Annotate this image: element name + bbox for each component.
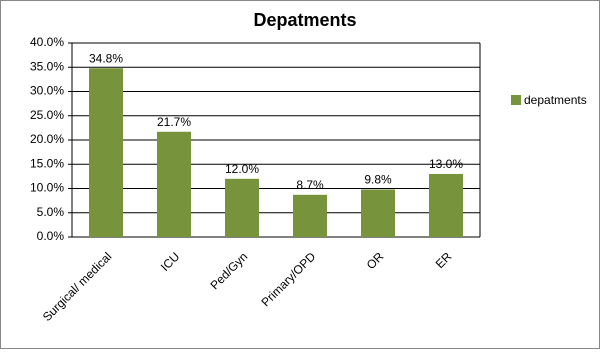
bar (361, 189, 395, 237)
value-label: 13.0% (429, 157, 463, 171)
y-tick-label: 10.0% (30, 181, 64, 195)
y-tick-label: 35.0% (30, 59, 64, 73)
value-label: 34.8% (89, 51, 123, 65)
legend-swatch (511, 95, 521, 105)
y-tick-label: 5.0% (37, 205, 65, 219)
bar (429, 173, 463, 237)
chart-title: Depatments (253, 10, 356, 30)
value-label: 9.8% (364, 173, 392, 187)
y-tick-label: 15.0% (30, 156, 64, 170)
y-tick-label: 0.0% (37, 229, 65, 243)
value-label: 12.0% (225, 162, 259, 176)
bar (225, 178, 259, 237)
y-tick-label: 40.0% (30, 35, 64, 49)
bar (157, 131, 191, 237)
y-tick-label: 30.0% (30, 84, 64, 98)
value-label: 21.7% (157, 115, 191, 129)
value-label: 8.7% (296, 178, 324, 192)
legend-label: depatments (524, 93, 587, 107)
y-tick-label: 25.0% (30, 108, 64, 122)
bar (89, 68, 123, 237)
y-tick-label: 20.0% (30, 132, 64, 146)
bar (293, 194, 327, 237)
